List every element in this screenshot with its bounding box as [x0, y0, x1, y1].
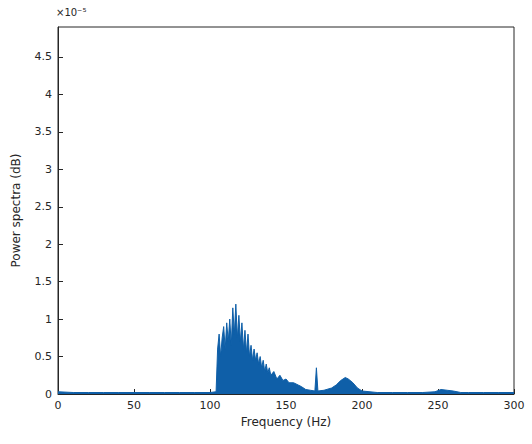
svg-text:50: 50 [127, 399, 141, 412]
svg-text:Frequency (Hz): Frequency (Hz) [241, 415, 332, 429]
svg-text:2: 2 [45, 238, 52, 251]
svg-text:Power spectra (dB): Power spectra (dB) [9, 154, 23, 268]
svg-text:×10⁻⁵: ×10⁻⁵ [56, 7, 86, 18]
svg-text:250: 250 [428, 399, 449, 412]
svg-text:1.5: 1.5 [35, 275, 53, 288]
svg-text:1: 1 [45, 313, 52, 326]
svg-text:3.5: 3.5 [35, 125, 53, 138]
svg-text:3: 3 [45, 163, 52, 176]
svg-text:2.5: 2.5 [35, 200, 53, 213]
svg-text:0.5: 0.5 [35, 350, 53, 363]
svg-text:4.5: 4.5 [35, 50, 53, 63]
svg-text:150: 150 [276, 399, 297, 412]
svg-text:300: 300 [504, 399, 525, 412]
svg-text:200: 200 [352, 399, 373, 412]
svg-text:0: 0 [55, 399, 62, 412]
svg-text:4: 4 [45, 88, 52, 101]
svg-text:100: 100 [200, 399, 221, 412]
svg-text:0: 0 [45, 388, 52, 401]
